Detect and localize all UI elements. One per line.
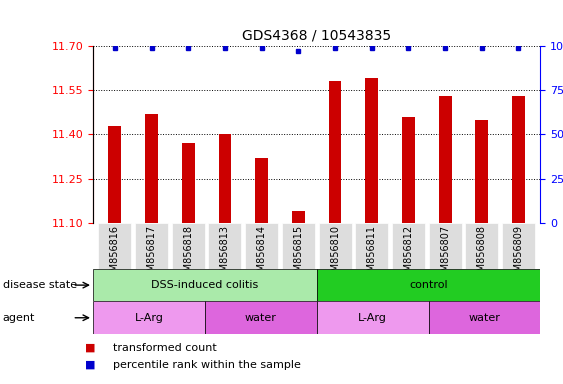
Text: ■: ■ (85, 360, 95, 370)
Bar (255, 158, 268, 223)
Bar (402, 117, 415, 223)
Text: agent: agent (3, 313, 35, 323)
Title: GDS4368 / 10543835: GDS4368 / 10543835 (242, 28, 391, 42)
Bar (218, 134, 231, 223)
Bar (365, 78, 378, 223)
Text: percentile rank within the sample: percentile rank within the sample (113, 360, 301, 370)
Bar (439, 96, 452, 223)
Text: water: water (468, 313, 501, 323)
FancyBboxPatch shape (172, 223, 205, 269)
Text: GSM856814: GSM856814 (257, 225, 267, 284)
FancyBboxPatch shape (208, 223, 242, 269)
Bar (316, 301, 428, 334)
Bar (93, 269, 316, 301)
FancyBboxPatch shape (428, 223, 462, 269)
Text: GSM856808: GSM856808 (477, 225, 487, 284)
FancyBboxPatch shape (502, 223, 535, 269)
Bar (475, 120, 488, 223)
FancyBboxPatch shape (392, 223, 425, 269)
Bar (145, 114, 158, 223)
Bar (428, 301, 540, 334)
Text: transformed count: transformed count (113, 343, 216, 353)
Bar (316, 269, 540, 301)
Bar (292, 211, 305, 223)
FancyBboxPatch shape (355, 223, 388, 269)
Text: GSM856810: GSM856810 (330, 225, 340, 284)
Text: GSM856816: GSM856816 (110, 225, 120, 284)
Text: GSM856817: GSM856817 (146, 225, 157, 284)
Bar (329, 81, 341, 223)
FancyBboxPatch shape (99, 223, 131, 269)
FancyBboxPatch shape (465, 223, 498, 269)
Bar (205, 301, 316, 334)
Text: GSM856815: GSM856815 (293, 225, 303, 284)
Text: control: control (409, 280, 448, 290)
Bar (512, 96, 525, 223)
Text: GSM856809: GSM856809 (513, 225, 524, 284)
FancyBboxPatch shape (245, 223, 278, 269)
FancyBboxPatch shape (135, 223, 168, 269)
Text: GSM856818: GSM856818 (184, 225, 193, 284)
Bar (182, 143, 195, 223)
Text: GSM856807: GSM856807 (440, 225, 450, 284)
Text: GSM856811: GSM856811 (367, 225, 377, 284)
Text: DSS-induced colitis: DSS-induced colitis (151, 280, 258, 290)
Text: L-Arg: L-Arg (135, 313, 163, 323)
FancyBboxPatch shape (319, 223, 351, 269)
Text: water: water (245, 313, 276, 323)
Text: L-Arg: L-Arg (358, 313, 387, 323)
Text: disease state: disease state (3, 280, 77, 290)
Text: GSM856812: GSM856812 (404, 225, 413, 284)
Bar (109, 126, 122, 223)
Bar (93, 301, 205, 334)
Text: ■: ■ (85, 343, 95, 353)
FancyBboxPatch shape (282, 223, 315, 269)
Text: GSM856813: GSM856813 (220, 225, 230, 284)
